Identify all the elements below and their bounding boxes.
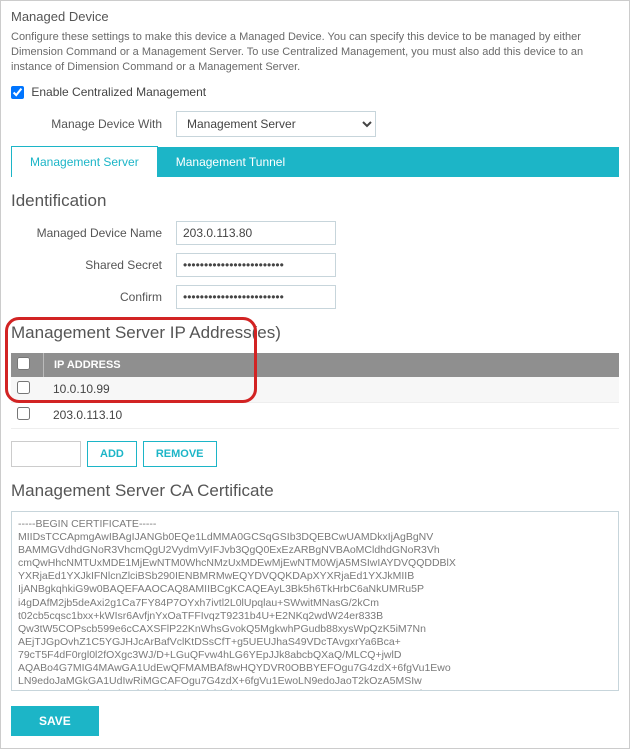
tab-management-tunnel[interactable]: Management Tunnel: [158, 147, 303, 177]
ip-cell: 10.0.10.99: [53, 382, 110, 396]
ip-column-header: IP ADDRESS: [54, 359, 121, 371]
page-description: Configure these settings to make this de…: [11, 30, 619, 75]
add-button[interactable]: ADD: [87, 441, 137, 467]
cert-title: Management Server CA Certificate: [11, 481, 619, 501]
remove-button[interactable]: REMOVE: [143, 441, 217, 467]
ip-row-checkbox[interactable]: [17, 381, 30, 394]
page-title: Managed Device: [11, 9, 619, 24]
cert-textarea[interactable]: [11, 511, 619, 691]
ip-row-checkbox[interactable]: [17, 407, 30, 420]
device-name-input[interactable]: [176, 221, 336, 245]
manage-with-label: Manage Device With: [11, 117, 176, 131]
ip-select-all-checkbox[interactable]: [17, 357, 30, 370]
shared-secret-label: Shared Secret: [11, 258, 176, 272]
manage-with-select[interactable]: Management Server: [176, 111, 376, 137]
ip-section-title: Management Server IP Address(es): [11, 323, 619, 343]
tab-management-server[interactable]: Management Server: [11, 146, 158, 177]
tab-strip: Management Server Management Tunnel: [11, 147, 619, 177]
ip-row[interactable]: 10.0.10.99: [11, 377, 619, 403]
spacer-box: [11, 441, 81, 467]
confirm-label: Confirm: [11, 290, 176, 304]
ip-cell: 203.0.113.10: [53, 408, 122, 422]
identification-title: Identification: [11, 191, 619, 211]
confirm-input[interactable]: [176, 285, 336, 309]
ip-table-header: IP ADDRESS: [11, 353, 619, 377]
shared-secret-input[interactable]: [176, 253, 336, 277]
enable-centralized-checkbox[interactable]: [11, 86, 24, 99]
enable-centralized-label: Enable Centralized Management: [31, 85, 206, 99]
save-button[interactable]: SAVE: [11, 706, 99, 736]
device-name-label: Managed Device Name: [11, 226, 176, 240]
ip-row[interactable]: 203.0.113.10: [11, 403, 619, 429]
